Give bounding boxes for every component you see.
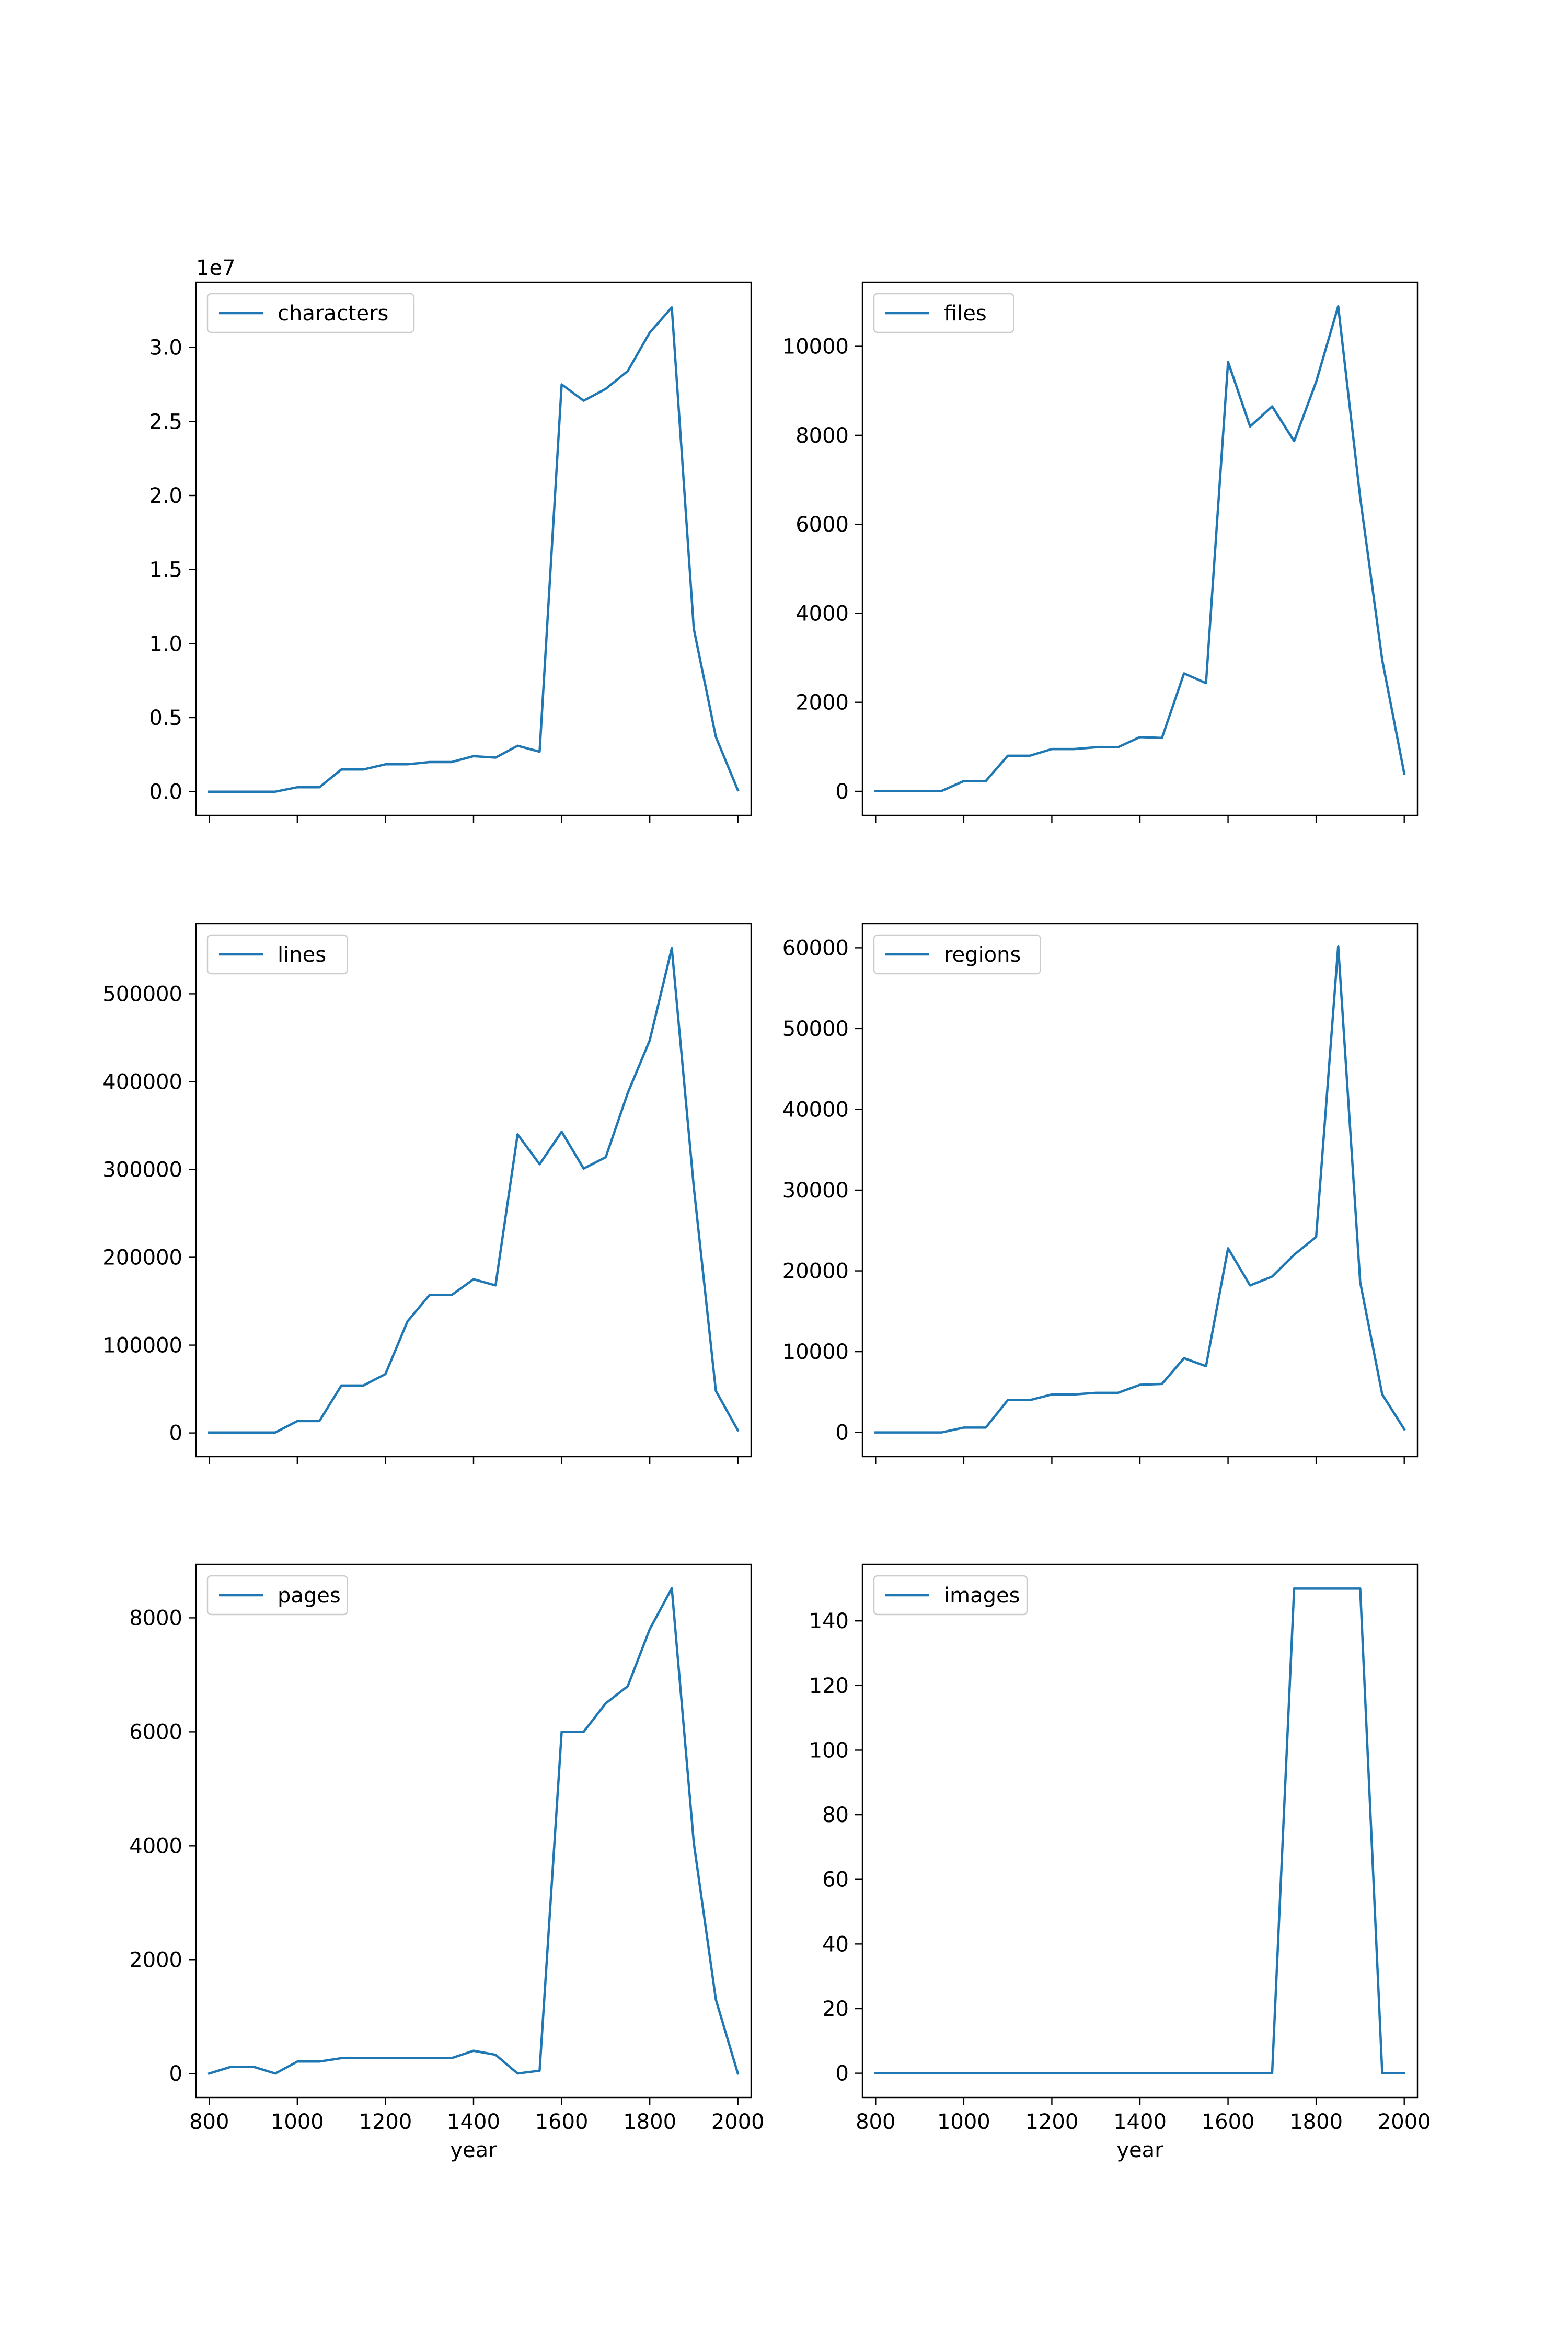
chart-files-ytick-label-3: 6000 bbox=[795, 513, 849, 537]
chart-files-ytick-label-2: 4000 bbox=[795, 602, 849, 626]
chart-characters-ytick-label-0: 0.0 bbox=[149, 780, 182, 804]
chart-files-ytick-label-0: 0 bbox=[836, 780, 849, 804]
chart-lines-panel: 0 100000 200000 300000 400000 500000 lines bbox=[102, 923, 752, 1464]
chart-images-xlabel: year bbox=[1116, 2138, 1163, 2162]
chart-characters-ytick-label-3: 1.5 bbox=[149, 558, 182, 582]
chart-images-xtick-label-1400: 1400 bbox=[1113, 2110, 1167, 2134]
chart-regions-ytick-label-6: 60000 bbox=[782, 936, 849, 960]
chart-pages-ytick-label-4: 8000 bbox=[129, 1606, 182, 1630]
chart-images-ytick-label-6: 120 bbox=[809, 1674, 849, 1698]
chart-lines-legend-label: lines bbox=[278, 943, 326, 967]
chart-files-legend-box bbox=[873, 293, 1014, 333]
chart-characters-offset-label: 1e7 bbox=[196, 256, 236, 280]
chart-characters-ytick-label-5: 2.5 bbox=[149, 410, 182, 434]
chart-regions-ytick-label-1: 10000 bbox=[782, 1340, 849, 1364]
chart-images-panel: 800 1000 1200 1400 1600 1800 2000 0 20 40 60 80 100 1… bbox=[809, 1563, 1431, 2162]
chart-images-xtick-label-2000: 2000 bbox=[1378, 2110, 1431, 2134]
chart-pages-ytick-label-2: 4000 bbox=[129, 1834, 182, 1858]
chart-pages-panel: 800 1000 1200 1400 1600 1800 2000 0 2000 4000 6000… bbox=[129, 1563, 765, 2162]
chart-images-xtick-label-800: 800 bbox=[856, 2110, 895, 2134]
chart-characters-ytick-label-1: 0.5 bbox=[149, 706, 182, 730]
chart-pages-ytick-label-0: 0 bbox=[169, 2062, 182, 2086]
chart-images-legend-box bbox=[873, 1575, 1028, 1616]
chart-images-xtick-label-1600: 1600 bbox=[1202, 2110, 1255, 2134]
chart-pages-xtick-label-1400: 1400 bbox=[447, 2110, 500, 2134]
chart-images-ytick-label-0: 0 bbox=[836, 2062, 849, 2086]
chart-characters-legend-box bbox=[206, 293, 415, 333]
chart-pages-legend-label: pages bbox=[278, 1584, 341, 1608]
chart-images-xtick-label-1800: 1800 bbox=[1289, 2110, 1343, 2134]
chart-pages-xtick-label-1000: 1000 bbox=[271, 2110, 324, 2134]
chart-images-series-line bbox=[874, 1587, 1405, 2074]
chart-pages-xtick-label-800: 800 bbox=[189, 2110, 229, 2134]
chart-characters-series-line bbox=[208, 306, 740, 793]
chart-images-xtick-label-1200: 1200 bbox=[1025, 2110, 1079, 2134]
chart-files-ytick-label-1: 2000 bbox=[795, 691, 849, 715]
chart-pages-ytick-label-3: 6000 bbox=[129, 1720, 182, 1744]
chart-pages-xtick-label-1200: 1200 bbox=[359, 2110, 412, 2134]
chart-regions-ytick-label-2: 20000 bbox=[782, 1260, 849, 1284]
chart-files-legend-label: files bbox=[944, 302, 987, 326]
chart-characters-legend-label: characters bbox=[278, 302, 388, 326]
chart-files-ytick-label-5: 10000 bbox=[782, 335, 849, 359]
chart-lines-ytick-label-2: 200000 bbox=[102, 1246, 182, 1270]
chart-images-ytick-label-7: 140 bbox=[809, 1609, 849, 1633]
chart-images-legend-label: images bbox=[944, 1584, 1020, 1608]
chart-regions-ytick-label-4: 40000 bbox=[782, 1098, 849, 1122]
chart-lines-ytick-label-5: 500000 bbox=[102, 982, 182, 1006]
chart-regions-legend-label: regions bbox=[944, 943, 1021, 967]
chart-regions-panel: 0 10000 20000 30000 40000 50000 60000 regions bbox=[782, 923, 1419, 1464]
chart-regions-ytick-label-0: 0 bbox=[836, 1421, 849, 1445]
chart-images-ytick-label-3: 60 bbox=[822, 1868, 849, 1892]
chart-characters-ytick-label-4: 2.0 bbox=[149, 484, 182, 508]
chart-lines-ytick-label-3: 300000 bbox=[102, 1158, 182, 1182]
chart-images-ytick-label-4: 80 bbox=[822, 1803, 849, 1827]
chart-images-xtick-label-1000: 1000 bbox=[937, 2110, 990, 2134]
chart-files-series-line bbox=[874, 305, 1406, 792]
chart-images-ytick-label-2: 40 bbox=[822, 1932, 849, 1956]
chart-pages-xtick-label-2000: 2000 bbox=[711, 2110, 765, 2134]
chart-files-ytick-label-4: 8000 bbox=[795, 424, 849, 448]
chart-lines-ytick-label-4: 400000 bbox=[102, 1070, 182, 1094]
chart-characters-ytick-label-2: 1.0 bbox=[149, 632, 182, 656]
chart-lines-legend-box bbox=[206, 934, 348, 975]
chart-characters-panel: 0.0 0.5 1.0 1.5 2.0 2.5 3.0 1e7 characters bbox=[149, 256, 752, 823]
chart-pages-ytick-label-1: 2000 bbox=[129, 1948, 182, 1972]
chart-characters-ytick-label-6: 3.0 bbox=[149, 336, 182, 360]
chart-images-ytick-label-1: 20 bbox=[822, 1997, 849, 2021]
chart-regions-legend-box bbox=[873, 934, 1041, 975]
chart-regions-series-line bbox=[874, 945, 1406, 1434]
chart-pages-xtick-label-1600: 1600 bbox=[535, 2110, 589, 2134]
chart-lines-ytick-label-1: 100000 bbox=[102, 1334, 182, 1358]
chart-lines-ytick-label-0: 0 bbox=[169, 1422, 182, 1446]
chart-pages-series-line bbox=[207, 1587, 740, 2076]
chart-regions-ytick-label-5: 50000 bbox=[782, 1017, 849, 1041]
chart-images-ytick-label-5: 100 bbox=[809, 1738, 849, 1762]
chart-regions-ytick-label-3: 30000 bbox=[782, 1179, 849, 1203]
chart-files-panel: 0 2000 4000 6000 8000 10000 files bbox=[782, 281, 1419, 823]
chart-pages-xtick-label-1800: 1800 bbox=[623, 2110, 676, 2134]
chart-pages-legend-box bbox=[206, 1575, 348, 1616]
chart-pages-xlabel: year bbox=[450, 2138, 497, 2162]
chart-lines-series-line bbox=[208, 947, 740, 1434]
